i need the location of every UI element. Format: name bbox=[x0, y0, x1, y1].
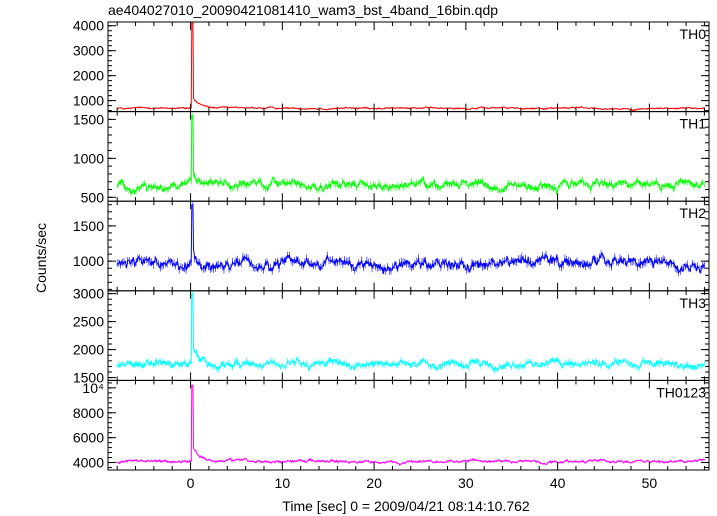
y-tick-label: 1000 bbox=[73, 150, 104, 166]
y-tick-label: 2500 bbox=[73, 314, 104, 330]
y-tick-label: 500 bbox=[81, 189, 105, 205]
x-tick-label: 40 bbox=[550, 475, 566, 491]
panel-frame bbox=[107, 379, 710, 471]
series-line-th1 bbox=[116, 115, 705, 195]
y-tick-label: 1500 bbox=[73, 218, 104, 234]
panel-label-th2: TH2 bbox=[680, 205, 707, 221]
y-tick-label: 3000 bbox=[73, 43, 104, 59]
panel-label-th0123: TH0123 bbox=[656, 384, 706, 400]
y-tick-label: 4000 bbox=[73, 18, 104, 34]
y-tick-label: 1000 bbox=[73, 253, 104, 269]
series-line-th0123 bbox=[117, 384, 705, 466]
y-tick-label: 1500 bbox=[73, 111, 104, 127]
series-line-th3 bbox=[116, 293, 705, 372]
y-tick-label: 1500 bbox=[73, 370, 104, 386]
x-tick-label: 50 bbox=[642, 475, 658, 491]
series-line-th0 bbox=[117, 22, 705, 112]
chart-title: ae404027010_20090421081410_wam3_bst_4ban… bbox=[108, 2, 499, 18]
series-errorbars-th2 bbox=[116, 201, 705, 277]
panel-frame bbox=[107, 21, 710, 113]
panel-th1: 500 1000 1500 TH1 bbox=[73, 111, 710, 205]
x-tick-label: 30 bbox=[458, 475, 474, 491]
y-tick-label: 3000 bbox=[73, 286, 104, 302]
panel-label-th1: TH1 bbox=[680, 116, 707, 132]
x-tick-label: 0 bbox=[187, 475, 195, 491]
series-errorbars-th0123 bbox=[116, 384, 705, 466]
y-axis-title: Counts/sec bbox=[33, 223, 49, 293]
panel-frame bbox=[107, 200, 710, 292]
panels-group: 1000 2000 3000 4000 TH0 500 1000 1500 TH1 1000 150… bbox=[73, 18, 710, 471]
y-tick-label: 2000 bbox=[73, 68, 104, 84]
y-tick-label: 4000 bbox=[73, 455, 104, 471]
y-tick-label: 2000 bbox=[73, 342, 104, 358]
panel-th0: 1000 2000 3000 4000 TH0 bbox=[73, 18, 710, 113]
panel-th3: 1500 2000 2500 3000 TH3 bbox=[73, 286, 710, 386]
panel-th0123: 4000 6000 8000 10⁴ TH0123 bbox=[73, 379, 710, 471]
panel-th2: 1000 1500 TH2 bbox=[73, 200, 710, 292]
x-axis-title: Time [sec] 0 = 2009/04/21 08:14:10.762 bbox=[282, 498, 530, 514]
y-tick-label: 1000 bbox=[73, 93, 104, 109]
panel-label-th0: TH0 bbox=[680, 26, 707, 42]
y-tick-label: 8000 bbox=[73, 405, 104, 421]
y-tick-label: 6000 bbox=[73, 430, 104, 446]
x-tick-label: 20 bbox=[366, 475, 382, 491]
series-errorbars-th0 bbox=[116, 22, 705, 111]
panel-frame bbox=[107, 290, 710, 381]
x-tick-label: 10 bbox=[275, 475, 291, 491]
x-axis: 0 10 20 30 40 50 bbox=[187, 475, 658, 491]
panel-label-th3: TH3 bbox=[680, 295, 707, 311]
series-line-th2 bbox=[116, 204, 705, 275]
y-tick-label: 10⁴ bbox=[82, 380, 104, 396]
